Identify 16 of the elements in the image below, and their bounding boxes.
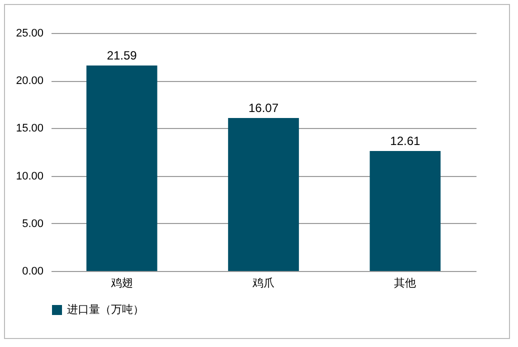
- data-label: 12.61: [390, 134, 421, 148]
- y-tick-label: 10.00: [16, 170, 44, 182]
- y-tick-label: 25.00: [16, 28, 44, 40]
- y-tick-label: 20.00: [16, 75, 44, 88]
- bar: [228, 118, 299, 271]
- x-tick-label: 其他: [394, 276, 416, 290]
- x-tick-label: 鸡翅: [110, 276, 133, 290]
- data-label: 16.07: [248, 101, 279, 116]
- legend-label: 进口量（万吨）: [67, 303, 144, 316]
- bar: [86, 65, 158, 271]
- y-tick-label: 15.00: [16, 122, 44, 135]
- x-tick-label: 鸡爪: [252, 276, 274, 290]
- y-tick-label: 5.00: [22, 218, 44, 230]
- data-label: 21.59: [106, 48, 138, 62]
- y-tick-label: 0.00: [22, 266, 44, 278]
- bar: [370, 150, 441, 271]
